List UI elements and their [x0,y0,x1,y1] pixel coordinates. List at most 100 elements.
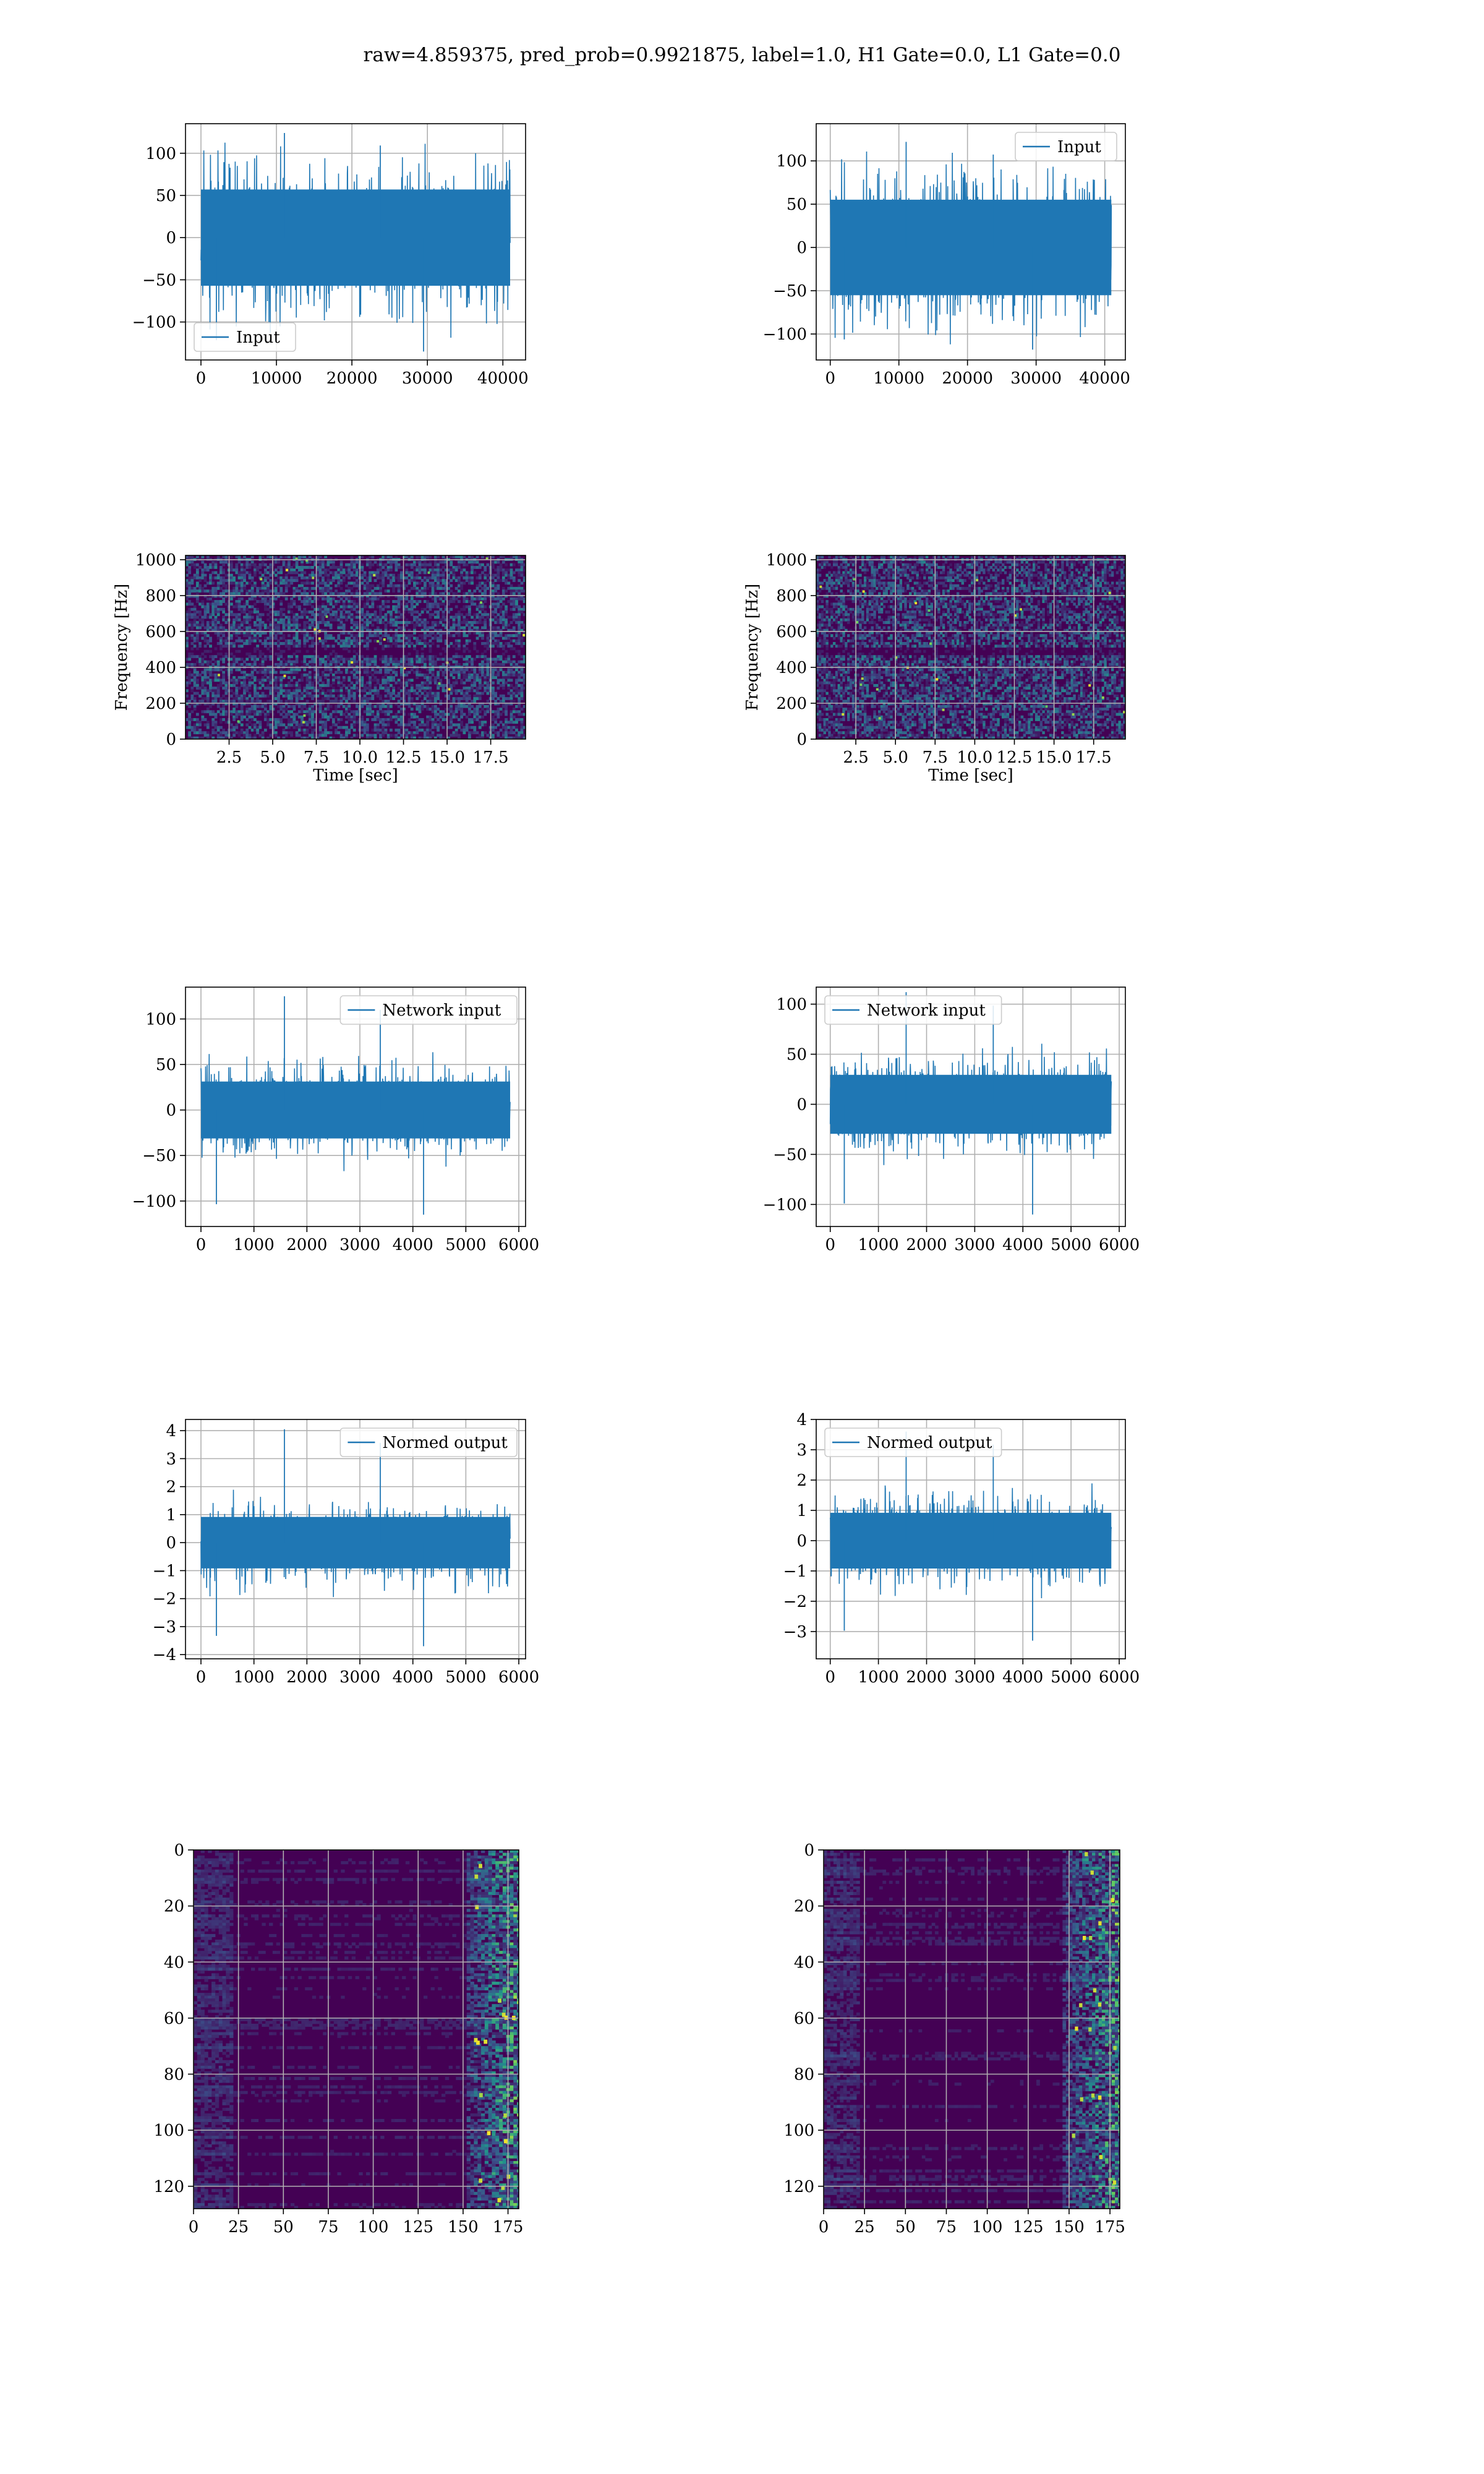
spectrogram-cell [356,579,359,583]
spectrogram-cell [256,691,260,695]
spectrogram-cell [382,647,385,651]
spectrogram-cell [345,708,348,711]
spectrogram-cell [324,568,328,572]
spectrogram-cell [237,639,241,643]
spectrogram-cell [235,568,239,572]
spectrogram-cell [460,655,464,659]
spectrogram-cell [195,639,199,643]
spectrogram-cell [250,662,254,666]
spectrogram-cell [501,702,505,706]
spectrogram-cell [452,697,456,700]
spectrogram-cell [195,626,199,630]
spectrogram-cell [360,623,364,627]
spectrogram-cell [267,723,270,727]
spectrogram-cell [303,723,307,727]
spectrogram-cell [313,657,317,661]
spectrogram-cell [369,683,372,687]
spectrogram-cell [463,563,466,567]
spectrogram-cell [467,708,471,711]
spectrogram-cell [232,700,236,703]
spectrogram-cell [365,710,369,714]
spectrogram-cell [348,662,351,666]
spectrogram-cell [335,657,338,661]
spectrogram-cell [392,636,396,640]
spectrogram-cell [295,734,299,737]
spectrogram-cell [439,639,443,643]
spectrogram-cell [405,729,409,732]
spectrogram-cell [245,613,249,617]
spectrogram-cell [263,584,267,588]
spectrogram-cell [311,610,314,614]
spectrogram-cell [437,571,440,575]
spectrogram-cell [305,636,309,640]
spectrogram-cell [245,734,249,737]
spectrogram-cell [237,589,241,593]
spectrogram-cell [441,631,445,635]
spectrogram-cell [326,715,330,719]
spectrogram-cell [303,657,307,661]
spectrogram-cell [274,689,278,693]
spectrogram-cell [450,568,453,572]
spectrogram-cell [232,642,236,645]
spectrogram-cell [271,708,275,711]
spectrogram-cell [311,592,314,596]
spectrogram-cell [229,576,233,580]
spectrogram-cell [318,639,322,643]
spectrogram-cell [222,563,226,567]
spectrogram-cell [248,726,252,729]
spectrogram-cell [394,631,398,635]
spectrogram-cell [284,586,288,590]
spectrogram-cell [386,700,390,703]
spectrogram-cell [365,647,369,651]
spectrogram-cell [437,729,440,732]
spectrogram-cell [301,660,304,664]
spectrogram-cell [326,600,330,603]
spectrogram-cell [308,623,312,627]
spectrogram-cell [186,626,189,630]
spectrogram-cell [397,700,401,703]
spectrogram-cell [397,576,401,580]
spectrogram-cell [190,621,194,624]
spectrogram-cell [206,689,210,693]
spectrogram-cell [308,718,312,721]
spectrogram-cell [274,683,278,687]
spectrogram-cell [405,636,409,640]
spectrogram-cell [216,683,220,687]
spectrogram-cell [263,718,267,721]
spectrogram-cell [471,602,474,606]
spectrogram-cell [243,691,246,695]
spectrogram-cell [371,662,375,666]
spectrogram-cell [335,704,338,708]
spectrogram-cell [394,568,398,572]
spectrogram-cell [345,687,348,690]
spectrogram-cell [379,636,382,640]
spectrogram-cell [335,652,338,656]
spectrogram-cell [282,607,286,611]
spectrogram-cell [492,555,495,559]
spectrogram-cell [254,655,257,659]
spectrogram-cell [209,636,212,640]
spectrogram-cell [216,600,220,603]
spectrogram-cell [473,613,477,617]
spectrogram-cell [352,710,356,714]
spectrogram-cell [484,721,487,724]
spectrogram-cell [452,573,456,577]
spectrogram-cell [311,573,314,577]
spectrogram-cell [365,605,369,609]
spectrogram-cell [311,581,314,585]
spectrogram-cell [326,621,330,624]
spectrogram-cell [222,631,226,635]
spectrogram-cell [303,589,307,593]
spectrogram-cell [313,694,317,698]
spectrogram-cell [384,681,388,685]
spectrogram-cell [371,563,375,567]
spectrogram-cell [335,676,338,680]
spectrogram-cell [486,704,490,708]
l1-input-plot-area [816,124,1125,360]
spectrogram-cell [335,600,338,603]
spectrogram-cell [342,704,346,708]
spectrogram-cell [297,683,301,687]
spectrogram-cell [303,660,307,664]
spectrogram-cell [416,642,419,645]
spectrogram-cell [492,634,495,638]
